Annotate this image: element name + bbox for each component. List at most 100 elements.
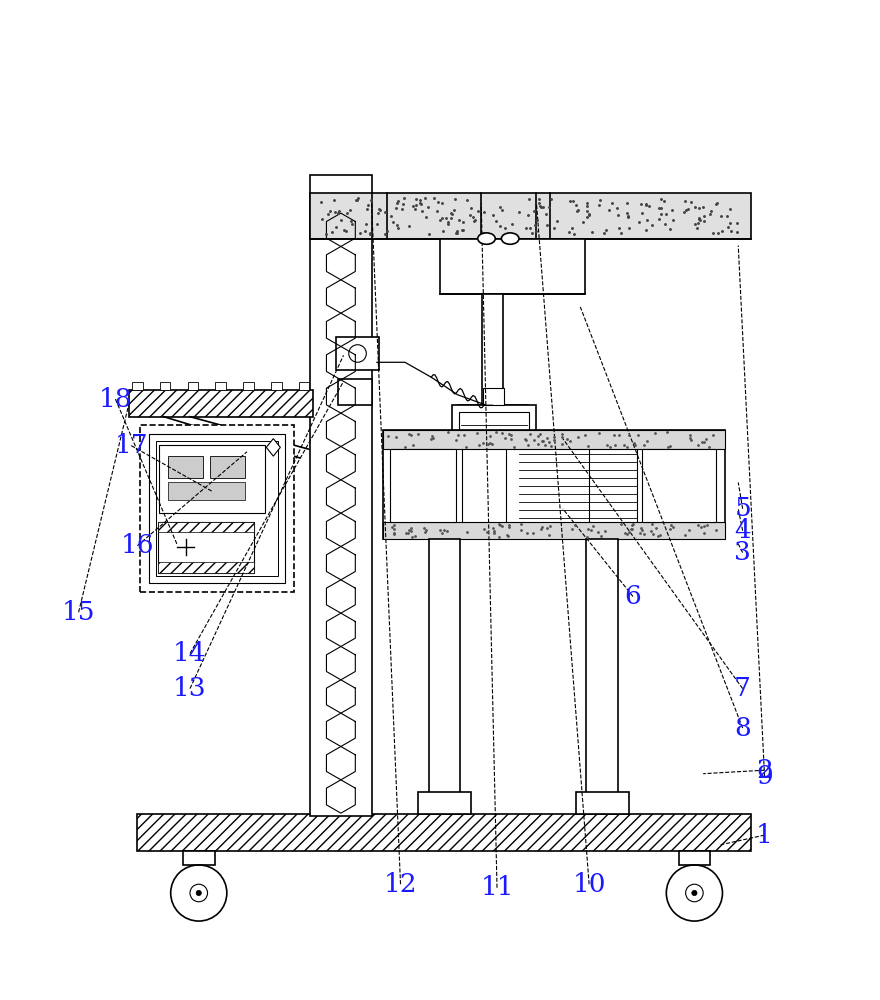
- Point: [696, 199, 710, 215]
- Point: [608, 437, 622, 453]
- Point: [404, 427, 418, 443]
- Point: [455, 222, 469, 238]
- Bar: [383, 430, 725, 449]
- Point: [578, 427, 592, 443]
- Point: [387, 526, 401, 542]
- Point: [344, 216, 358, 232]
- Point: [697, 213, 711, 229]
- Point: [664, 202, 678, 218]
- Point: [566, 193, 580, 209]
- Point: [649, 425, 663, 441]
- Point: [502, 519, 517, 535]
- Text: 6: 6: [625, 584, 642, 609]
- Point: [501, 528, 515, 544]
- Point: [597, 225, 611, 241]
- Point: [387, 517, 401, 533]
- Point: [401, 522, 415, 538]
- Text: 15: 15: [62, 600, 95, 625]
- Polygon shape: [267, 439, 281, 456]
- Text: 4: 4: [734, 518, 751, 543]
- Point: [381, 428, 395, 444]
- Point: [637, 526, 651, 542]
- Point: [319, 226, 333, 242]
- Point: [332, 203, 346, 219]
- Point: [602, 202, 616, 218]
- Point: [614, 516, 628, 532]
- Point: [483, 428, 497, 444]
- Point: [487, 523, 501, 539]
- Point: [585, 224, 599, 240]
- Point: [449, 225, 463, 241]
- Point: [411, 426, 425, 442]
- Point: [414, 195, 428, 211]
- Point: [634, 525, 648, 541]
- Point: [402, 218, 416, 234]
- Point: [554, 426, 568, 442]
- Point: [414, 203, 429, 219]
- Point: [542, 199, 556, 215]
- Point: [605, 195, 619, 211]
- Point: [526, 432, 540, 448]
- Point: [554, 436, 568, 452]
- Point: [691, 215, 705, 231]
- Bar: [459, 412, 529, 462]
- Point: [618, 525, 632, 541]
- Point: [385, 519, 399, 535]
- Point: [622, 524, 636, 540]
- Point: [612, 207, 626, 223]
- Point: [533, 426, 547, 442]
- Point: [591, 197, 605, 213]
- Point: [620, 195, 634, 211]
- Point: [314, 194, 328, 210]
- Bar: [158, 562, 254, 573]
- Point: [495, 425, 509, 441]
- Point: [385, 208, 399, 224]
- Point: [361, 197, 375, 213]
- Point: [495, 202, 509, 218]
- Point: [620, 205, 634, 221]
- Point: [693, 212, 708, 228]
- Point: [391, 193, 405, 209]
- Point: [524, 225, 539, 241]
- Point: [441, 216, 455, 232]
- Point: [622, 220, 636, 236]
- Point: [512, 204, 526, 220]
- Point: [441, 424, 455, 440]
- Point: [599, 437, 613, 453]
- Point: [327, 204, 341, 220]
- Point: [642, 198, 656, 214]
- Point: [547, 220, 561, 236]
- Point: [571, 429, 585, 445]
- Point: [487, 525, 501, 541]
- Point: [678, 193, 692, 209]
- Point: [542, 434, 556, 450]
- Point: [390, 195, 404, 211]
- Point: [692, 200, 706, 216]
- Point: [531, 428, 545, 444]
- Point: [390, 217, 404, 233]
- Point: [652, 211, 666, 227]
- Bar: [158, 522, 254, 573]
- Point: [436, 522, 451, 538]
- Point: [498, 220, 512, 236]
- Bar: [168, 456, 203, 478]
- Point: [378, 226, 392, 242]
- Circle shape: [692, 890, 697, 896]
- Text: 5: 5: [734, 496, 751, 521]
- Text: 1: 1: [756, 823, 773, 848]
- Point: [339, 223, 353, 239]
- Text: 11: 11: [480, 875, 514, 900]
- Bar: [418, 792, 471, 814]
- Point: [730, 224, 744, 240]
- Point: [639, 197, 653, 213]
- Point: [562, 224, 576, 240]
- Point: [406, 529, 420, 545]
- Point: [664, 517, 678, 533]
- Point: [663, 521, 677, 537]
- Point: [407, 201, 422, 217]
- Point: [580, 203, 594, 219]
- Point: [395, 201, 409, 217]
- Point: [505, 216, 519, 232]
- Point: [336, 222, 350, 238]
- Text: 2: 2: [756, 758, 773, 783]
